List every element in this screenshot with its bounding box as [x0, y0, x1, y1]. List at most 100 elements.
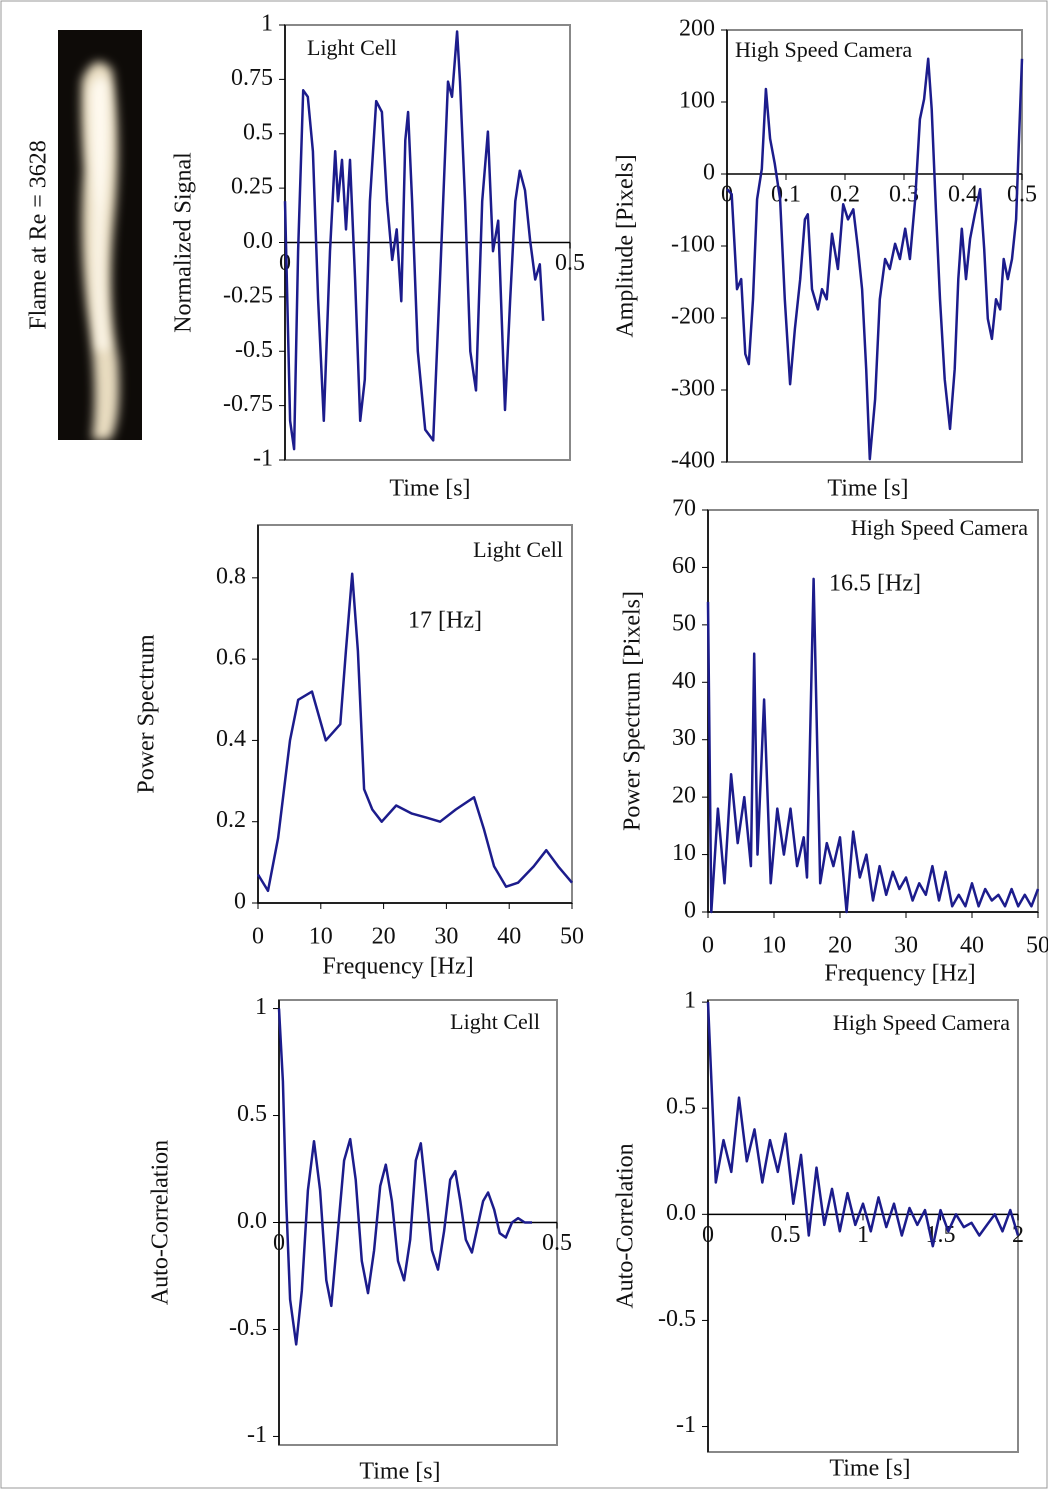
x-tick-label: 0 [702, 933, 714, 959]
data-line [706, 1002, 1020, 1248]
y-axis-label: Auto-Correlation [613, 1143, 639, 1308]
x-tick-label: 30 [894, 933, 918, 959]
x-tick-label: 0.5 [771, 1222, 801, 1248]
x-tick-label: 0.4 [948, 182, 978, 208]
x-tick-label: 0.2 [830, 182, 860, 208]
y-tick-label: -1 [253, 446, 273, 472]
chart-panel: -1 -0.5 0.0 0.5 1 0 0.5 Time [s] Auto-Correlatio… [148, 994, 573, 1484]
x-tick-label: 0 [273, 1230, 285, 1256]
data-line [283, 30, 545, 451]
y-tick-label: -0.5 [235, 337, 273, 363]
y-tick-label: -0.75 [223, 391, 273, 417]
x-tick-label: 40 [960, 933, 984, 959]
x-tick-label: 0 [252, 924, 264, 950]
y-tick-label: 0.5 [243, 119, 273, 145]
y-tick-label: -300 [671, 376, 715, 402]
y-tick-label: 0.5 [237, 1101, 267, 1127]
flame-image [58, 30, 142, 440]
x-axis-label: Time [s] [829, 1456, 910, 1482]
y-axis-label: Power Spectrum [Pixels] [620, 591, 646, 831]
chart-title: High Speed Camera [735, 37, 912, 62]
y-tick-label: -0.5 [658, 1306, 696, 1332]
y-axis-label: Power Spectrum [134, 634, 160, 794]
y-tick-label: 20 [672, 783, 696, 809]
figure-label: Flame at Re = 3628 [26, 140, 52, 330]
y-tick-label: 0.4 [216, 726, 246, 752]
y-tick-label: 70 [672, 496, 696, 522]
y-tick-label: -1 [676, 1412, 696, 1438]
x-axis-label: Frequency [Hz] [824, 961, 975, 987]
y-tick-label: 0.0 [666, 1200, 696, 1226]
x-tick-label: 30 [434, 924, 458, 950]
y-tick-label: 10 [672, 840, 696, 866]
y-tick-label: 0.75 [231, 65, 273, 91]
y-tick-label: 50 [672, 610, 696, 636]
y-tick-label: -100 [671, 232, 715, 258]
y-tick-label: 1 [255, 994, 267, 1020]
y-tick-label: 0 [703, 160, 715, 186]
y-tick-label: -0.5 [229, 1315, 267, 1341]
y-tick-label: 1 [684, 988, 696, 1014]
y-tick-label: 30 [672, 725, 696, 751]
y-tick-label: 0.0 [237, 1208, 267, 1234]
y-tick-label: 40 [672, 668, 696, 694]
x-tick-label: 0.1 [771, 182, 801, 208]
y-tick-label: 60 [672, 553, 696, 579]
x-tick-label: 10 [762, 933, 786, 959]
chart-title: High Speed Camera [833, 1010, 1010, 1035]
y-tick-label: 0.6 [216, 645, 246, 671]
y-tick-label: 0 [234, 889, 246, 915]
data-line [706, 577, 1040, 914]
y-tick-label: 0 [684, 898, 696, 924]
y-tick-label: 0.25 [231, 174, 273, 200]
y-tick-label: -400 [671, 448, 715, 474]
x-axis-label: Time [s] [359, 1459, 440, 1485]
y-axis-label: Auto-Correlation [148, 1140, 174, 1305]
x-tick-label: 10 [309, 924, 333, 950]
chart-panel: 0 10 20 30 40 50 60 70 0 10 20 30 40 50 Frequency [Hz]… [620, 496, 1048, 987]
x-tick-label: 50 [560, 924, 584, 950]
y-tick-label: -1 [247, 1422, 267, 1448]
x-axis-label: Time [s] [827, 476, 908, 502]
y-axis-label: Amplitude [Pixels] [613, 154, 639, 337]
x-tick-label: 50 [1026, 933, 1048, 959]
chart-title: Light Cell [307, 35, 397, 60]
x-tick-label: 40 [497, 924, 521, 950]
y-tick-label: -200 [671, 304, 715, 330]
x-tick-label: 1 [857, 1222, 869, 1248]
chart-title: Light Cell [473, 537, 563, 562]
y-tick-label: 0.0 [243, 228, 273, 254]
x-tick-label: 0.5 [555, 250, 585, 276]
y-tick-label: 0.2 [216, 807, 246, 833]
data-line [277, 1008, 532, 1346]
x-tick-label: 20 [372, 924, 396, 950]
y-tick-label: -0.25 [223, 282, 273, 308]
chart-title: Light Cell [450, 1009, 540, 1034]
x-axis-label: Time [s] [389, 476, 470, 502]
x-tick-label: 0.5 [1007, 182, 1037, 208]
x-tick-label: 0 [721, 182, 733, 208]
y-axis-label: Normalized Signal [171, 152, 197, 333]
data-line [256, 572, 573, 893]
x-tick-label: 0.5 [542, 1230, 572, 1256]
chart-panel: 0 0.2 0.4 0.6 0.8 0 10 20 30 40 50 Frequency [Hz] Po… [134, 524, 584, 980]
y-tick-label: 100 [679, 88, 715, 114]
chart-panel: -1 -0.75 -0.5 -0.25 0.0 0.25 0.5 0.75 1 0 0.5 Time … [171, 11, 586, 502]
x-axis-label: Frequency [Hz] [322, 954, 473, 980]
y-tick-label: 200 [679, 16, 715, 42]
y-tick-label: 0.8 [216, 563, 246, 589]
plot-frame [257, 524, 573, 904]
x-tick-label: 20 [828, 933, 852, 959]
annotation: 17 [Hz] [408, 608, 482, 634]
x-tick-label: 0 [702, 1222, 714, 1248]
y-tick-label: 0.5 [666, 1094, 696, 1120]
y-tick-label: 1 [261, 11, 273, 37]
chart-title: High Speed Camera [851, 515, 1028, 540]
data-line [726, 57, 1024, 461]
annotation: 16.5 [Hz] [829, 571, 921, 597]
x-tick-label: 0 [279, 250, 291, 276]
